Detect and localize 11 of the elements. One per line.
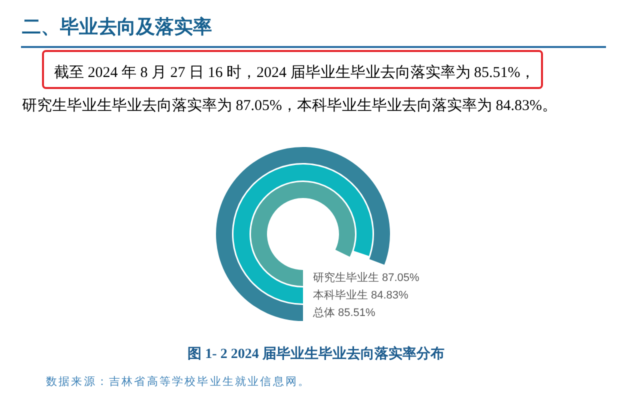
text: 图 1- 2 2024 届毕业生毕业去向落实率分布 [186, 346, 446, 364]
category-label: 研究生毕业生 [313, 271, 379, 284]
data-label: 84.83% [371, 290, 409, 302]
text: 截至 2024 年 8 月 27 日 16 时，2024 届毕业生毕业去向落实率为 85.51%， [54, 63, 536, 83]
text: 二、毕业去向及落实率 [22, 15, 212, 39]
category-label: 本科毕业生 [313, 288, 368, 302]
data-label: 87.05% [382, 272, 420, 284]
data-label: 85.51% [338, 307, 376, 319]
text: 研究生毕业生毕业去向落实率为 87.05%，本科毕业生毕业去向落实率为 84.83%。 [22, 96, 557, 116]
source-note: 数据来源：吉林省高等学校毕业生就业信息网。 [46, 374, 311, 389]
category-label: 总体 [312, 306, 335, 319]
